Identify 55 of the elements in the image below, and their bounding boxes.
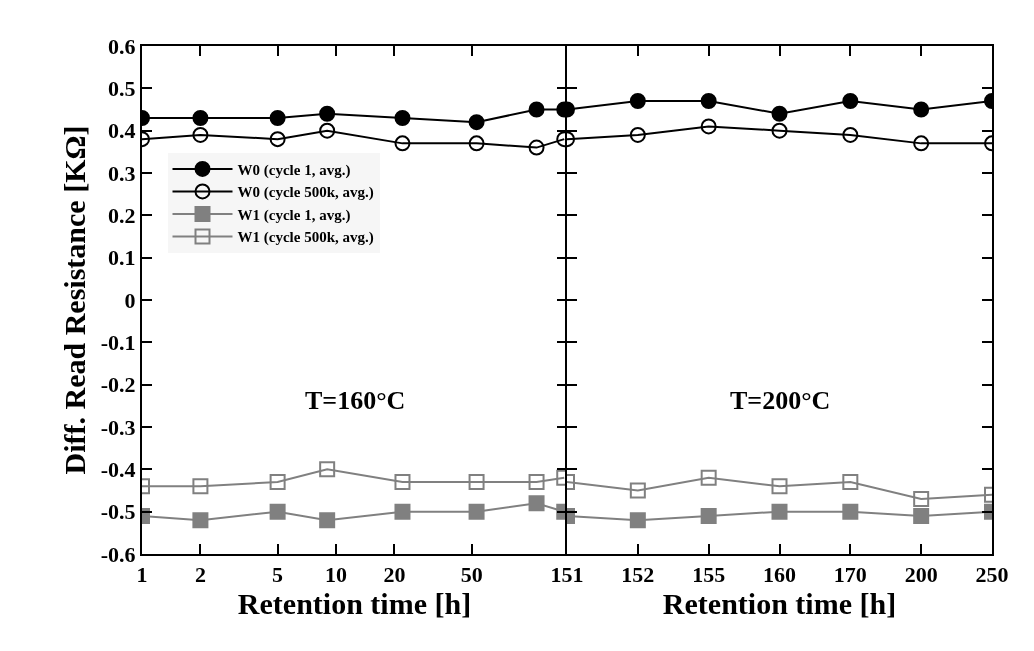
y-tick-label: -0.5 — [100, 499, 136, 525]
legend-label: W0 (cycle 500k, avg.) — [237, 184, 374, 202]
point — [771, 122, 788, 139]
x-tick-label: 170 — [833, 562, 867, 588]
point — [913, 490, 930, 507]
y-tick-label: -0.3 — [100, 414, 136, 440]
annotation: T=160°C — [305, 386, 406, 415]
x-tick-label: 160 — [763, 562, 796, 588]
y-tick-label: 0.5 — [108, 76, 136, 102]
y-tick-label: -0.6 — [100, 541, 136, 567]
annotation: T=200°C — [730, 386, 831, 415]
point — [629, 482, 646, 499]
point — [700, 507, 717, 524]
x-tick-label: 151 — [550, 562, 584, 588]
y-tick-label: -0.4 — [100, 457, 136, 483]
legend-label: W1 (cycle 500k, avg.) — [237, 229, 374, 247]
y-tick-label: 0 — [124, 287, 136, 313]
y-tick-label: -0.2 — [100, 372, 136, 398]
point — [913, 507, 930, 524]
x-tick-label: 5 — [272, 562, 284, 588]
x-tick-label: 1 — [136, 562, 148, 588]
y-tick-label: 0.4 — [108, 118, 136, 144]
point — [913, 135, 930, 152]
point — [842, 503, 859, 520]
point — [629, 93, 646, 110]
point — [771, 503, 788, 520]
x-tick-label: 2 — [194, 562, 206, 588]
point — [842, 93, 859, 110]
legend-label: W1 (cycle 1, avg.) — [237, 206, 351, 224]
y-tick-label: 0.3 — [108, 160, 136, 186]
point — [700, 469, 717, 486]
x-tick-label: 152 — [621, 562, 655, 588]
x-tick-label: 50 — [460, 562, 483, 588]
point — [629, 512, 646, 529]
point — [629, 126, 646, 143]
y-tick-label: 0.1 — [108, 245, 136, 271]
point — [842, 474, 859, 491]
y-tick-label: 0.6 — [108, 33, 136, 59]
y-tick-label: -0.1 — [100, 330, 136, 356]
x-axis-title: Retention time [h] — [237, 587, 472, 621]
x-axis-title: Retention time [h] — [662, 587, 897, 621]
x-tick-label: 200 — [904, 562, 938, 588]
point — [700, 93, 717, 110]
x-tick-label: 20 — [383, 562, 406, 588]
point — [842, 126, 859, 143]
x-tick-label: 10 — [325, 562, 348, 588]
x-tick-label: 250 — [975, 562, 1009, 588]
point — [913, 101, 930, 118]
legend-label: W0 (cycle 1, avg.) — [237, 161, 351, 179]
x-tick-label: 155 — [692, 562, 726, 588]
y-axis-title: Diff. Read Resistance [KΩ] — [58, 125, 92, 475]
point — [771, 105, 788, 122]
point — [700, 118, 717, 135]
point — [771, 478, 788, 495]
y-tick-label: 0.2 — [108, 203, 136, 229]
